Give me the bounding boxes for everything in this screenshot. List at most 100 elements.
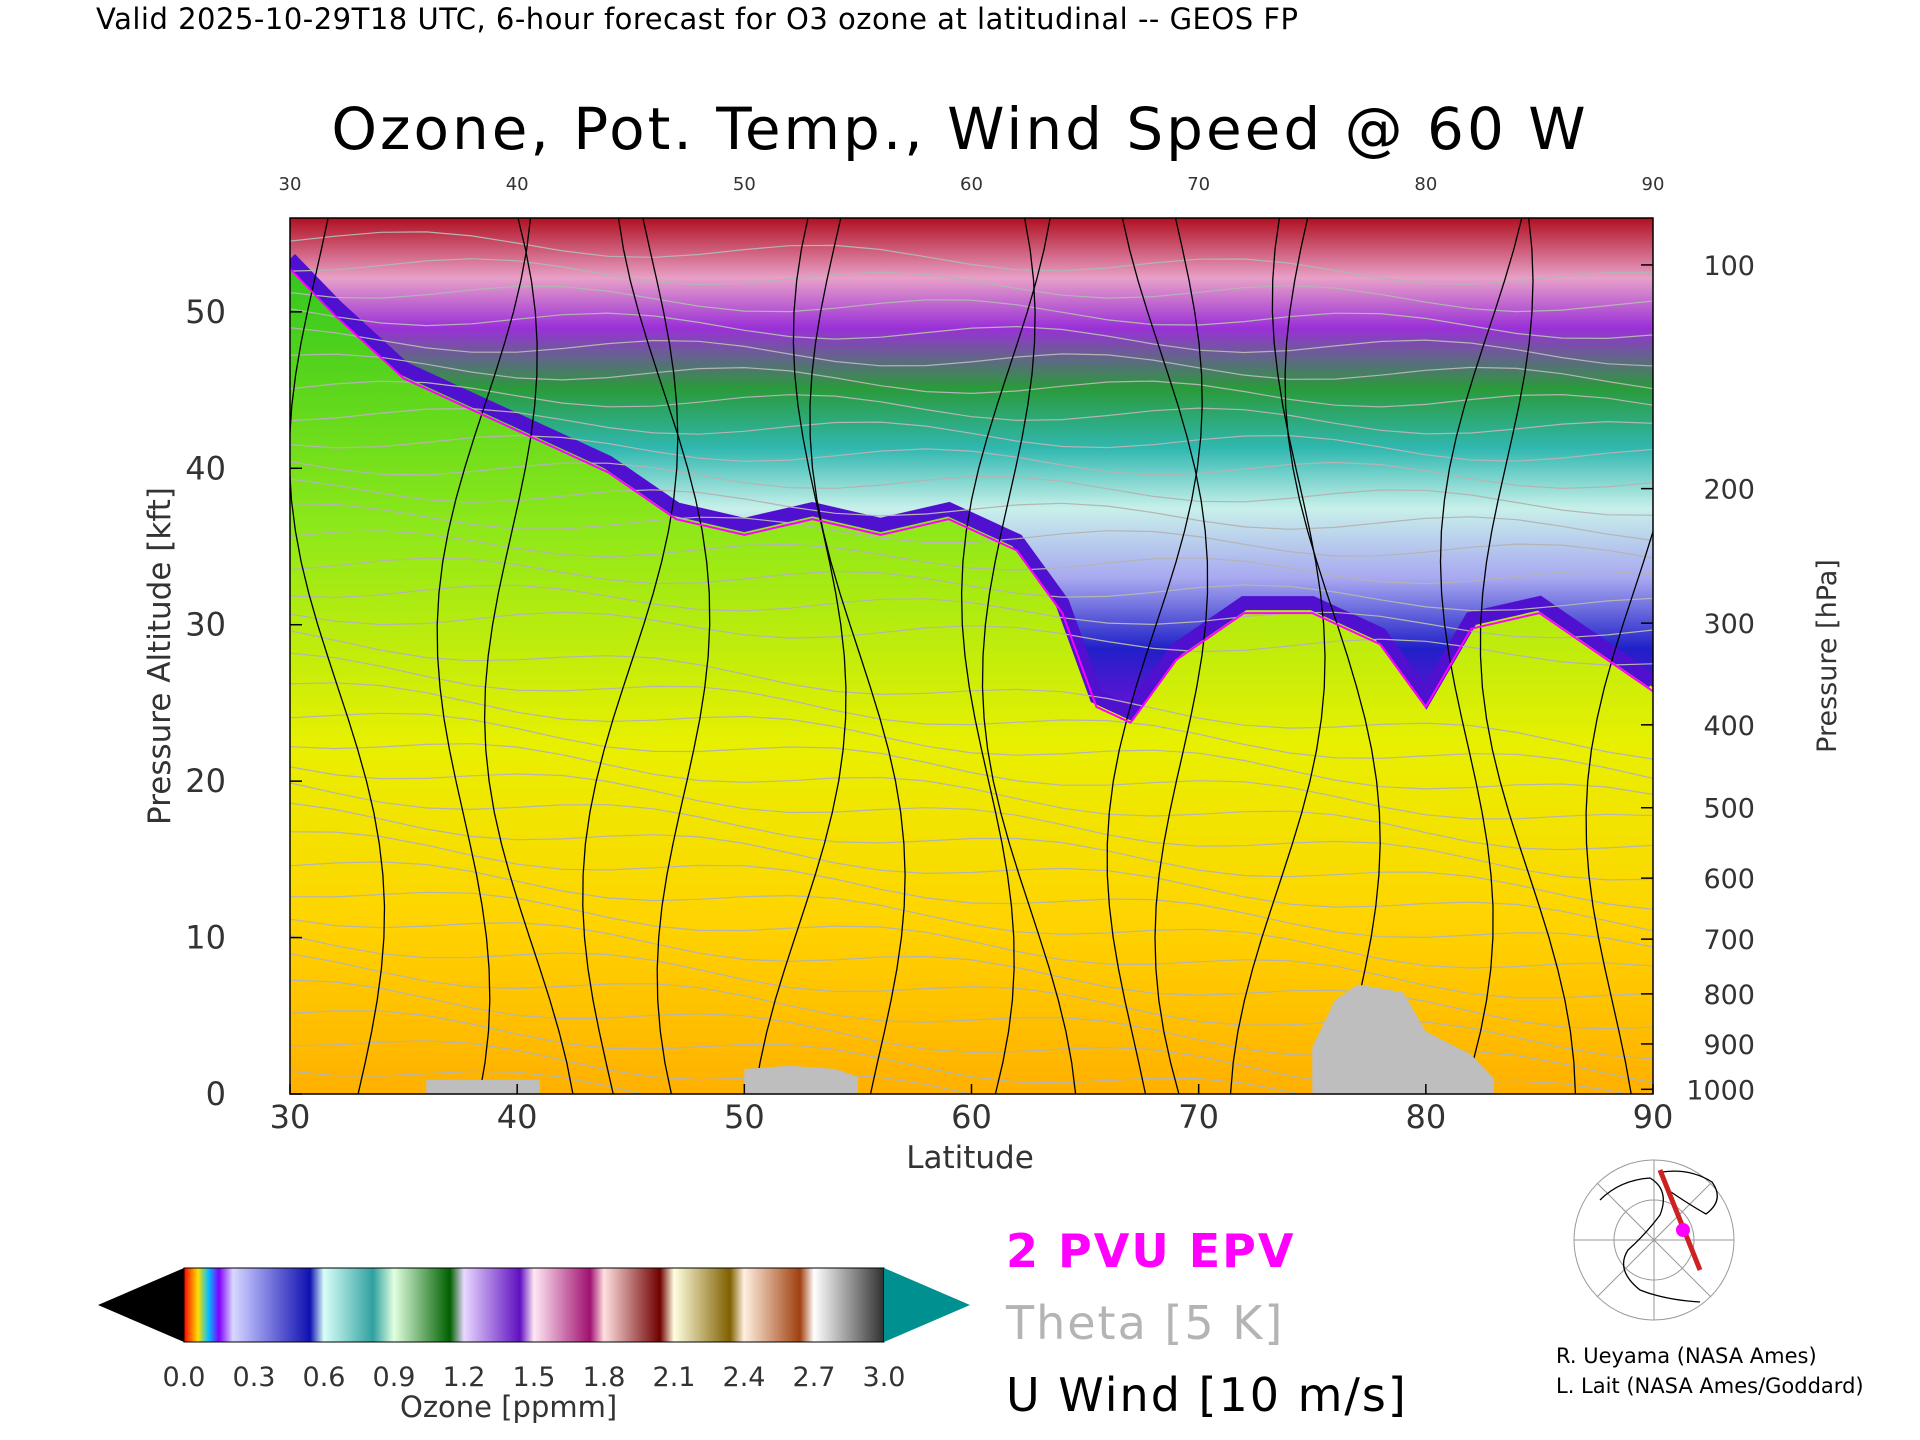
theta-contour-line: [290, 1070, 646, 1094]
theta-contour-line: [290, 918, 1653, 1030]
u-wind-contour-line: [809, 218, 906, 1094]
y-tick-label: 30: [185, 606, 226, 644]
forecast-valid-line: Valid 2025-10-29T18 UTC, 6-hour forecast…: [96, 2, 1299, 36]
u-wind-contour-line: [290, 218, 386, 1094]
y-axis-left-ticks: 0 10 20 30 40 50: [185, 293, 302, 1113]
theta-contour-line: [290, 460, 1653, 516]
x-tick-label: 90: [1633, 1098, 1674, 1136]
u-wind-contour-line: [1229, 218, 1326, 1094]
colorbar-label: Ozone [ppmm]: [400, 1390, 618, 1424]
u-wind-contour-line: [483, 218, 574, 1094]
y-axis-right-ticks: 100 200 300 400 500 600 700 800 900 1000: [1641, 251, 1755, 1106]
theta-contour-line: [290, 557, 1653, 612]
colorbar-tick-label: 0.6: [303, 1362, 346, 1393]
y-tick-label: 20: [185, 762, 226, 800]
u-wind-contour-line: [436, 218, 532, 1094]
u-wind-contour-line: [981, 218, 1077, 1094]
colorbar-tick-label: 2.4: [723, 1362, 766, 1393]
colorbar-tick-label: 3.0: [863, 1362, 906, 1393]
x-top-tick-label: 60: [960, 174, 983, 195]
theta-contour-line: [290, 712, 1653, 820]
theta-contour-line: [290, 407, 1653, 462]
tropopause-violet-band: [290, 254, 1653, 722]
u-wind-contours: [290, 218, 1653, 1094]
x-top-tick-label: 90: [1642, 174, 1665, 195]
theta-contour-line: [290, 652, 1653, 779]
u-wind-contour-line: [1585, 529, 1653, 1094]
theta-contour-line: [290, 327, 1653, 390]
x-tick-label: 80: [1405, 1098, 1446, 1136]
u-wind-contour-line: [1106, 218, 1203, 1094]
y-axis-left-label: Pressure Altitude [kft]: [142, 487, 178, 825]
inset-map-cross-section-line: [1657, 1169, 1703, 1271]
pressure-tick-label: 300: [1703, 609, 1755, 640]
plot-area: [289, 217, 1654, 1095]
x-axis-ticks: 30 40 50 60 70 80 90: [270, 1084, 1674, 1136]
theta-contour-line: [290, 611, 1653, 666]
theta-contour-line: [290, 682, 1653, 795]
colorbar-tick-label: 0.9: [373, 1362, 416, 1393]
x-tick-label: 30: [270, 1098, 311, 1136]
x-tick-label: 70: [1178, 1098, 1219, 1136]
theta-contour-line: [290, 434, 1653, 490]
x-axis-label: Latitude: [906, 1140, 1034, 1176]
theta-contour-line: [290, 782, 1653, 910]
inset-map-coastlines: [1599, 1170, 1718, 1303]
inset-map-section-marker: [1676, 1223, 1690, 1237]
epv-2pvu-contour: [290, 268, 1653, 724]
colorbar-low-arrow: [98, 1268, 184, 1342]
legend-u-wind: U Wind [10 m/s]: [1006, 1368, 1408, 1422]
pressure-tick-label: 900: [1703, 1030, 1755, 1061]
x-top-tick-label: 40: [506, 174, 529, 195]
x-tick-label: 50: [724, 1098, 765, 1136]
credit-line-2: L. Lait (NASA Ames/Goddard): [1556, 1374, 1864, 1398]
u-wind-contour-line: [582, 218, 679, 1094]
pressure-tick-label: 700: [1703, 925, 1755, 956]
theta-contour-line: [290, 743, 1653, 851]
pressure-tick-label: 1000: [1686, 1075, 1755, 1106]
u-wind-contour-line: [754, 218, 847, 1094]
colorbar-tick-label: 1.8: [583, 1362, 626, 1393]
x-top-tick-label: 30: [279, 174, 302, 195]
u-wind-contour-line: [1284, 218, 1381, 1094]
theta-contour-line: [290, 766, 1653, 881]
inset-map-meridian: [1596, 1182, 1712, 1298]
u-wind-contour-line: [1439, 218, 1523, 1094]
x-axis-ticks-top: 30 40 50 60 70 80 90: [279, 174, 1665, 195]
pressure-tick-label: 100: [1703, 251, 1755, 282]
stratosphere-ozone-field: [290, 218, 1653, 719]
credit-line-1: R. Ueyama (NASA Ames): [1556, 1344, 1817, 1368]
theta-contour-line: [290, 478, 1653, 541]
ozone-colorbar: 0.0 0.3 0.6 0.9 1.2 1.5 1.8 2.1 2.4 2.7 3.0: [98, 1267, 970, 1393]
theta-contour-line: [290, 861, 1653, 969]
u-wind-contour-line: [960, 218, 1051, 1094]
colorbar-ticks: 0.0 0.3 0.6 0.9 1.2 1.5 1.8 2.1 2.4 2.7 3.0: [163, 1362, 906, 1393]
theta-contour-line: [290, 353, 1653, 408]
x-top-tick-label: 70: [1187, 174, 1210, 195]
y-axis-right-label: Pressure [hPa]: [1812, 559, 1843, 753]
pressure-tick-label: 400: [1703, 711, 1755, 742]
theta-contour-line: [290, 1010, 1303, 1094]
u-wind-contour-line: [1121, 218, 1209, 1094]
theta-contour-line: [290, 231, 1653, 285]
inset-locator-map: [1556, 1159, 1752, 1321]
x-top-tick-label: 50: [733, 174, 756, 195]
theta-contour-line: [290, 1040, 974, 1094]
pressure-tick-label: 200: [1703, 475, 1755, 506]
terrain-fill: [426, 984, 1494, 1094]
y-tick-label: 0: [206, 1075, 226, 1113]
y-tick-label: 40: [185, 449, 226, 487]
colorbar-tick-label: 0.3: [233, 1362, 276, 1393]
x-tick-label: 60: [951, 1098, 992, 1136]
legend-theta: Theta [5 K]: [1006, 1296, 1285, 1350]
theta-contour-line: [290, 308, 1653, 367]
theta-contour-line: [290, 630, 1653, 760]
u-wind-contour-line: [1479, 218, 1577, 1094]
theta-contour-line: [290, 831, 1653, 948]
colorbar-ramp: [183, 1267, 885, 1343]
theta-contour-line: [290, 258, 1653, 313]
colorbar-tick-label: 2.1: [653, 1362, 696, 1393]
colorbar-tick-label: 2.7: [793, 1362, 836, 1393]
x-tick-label: 40: [497, 1098, 538, 1136]
